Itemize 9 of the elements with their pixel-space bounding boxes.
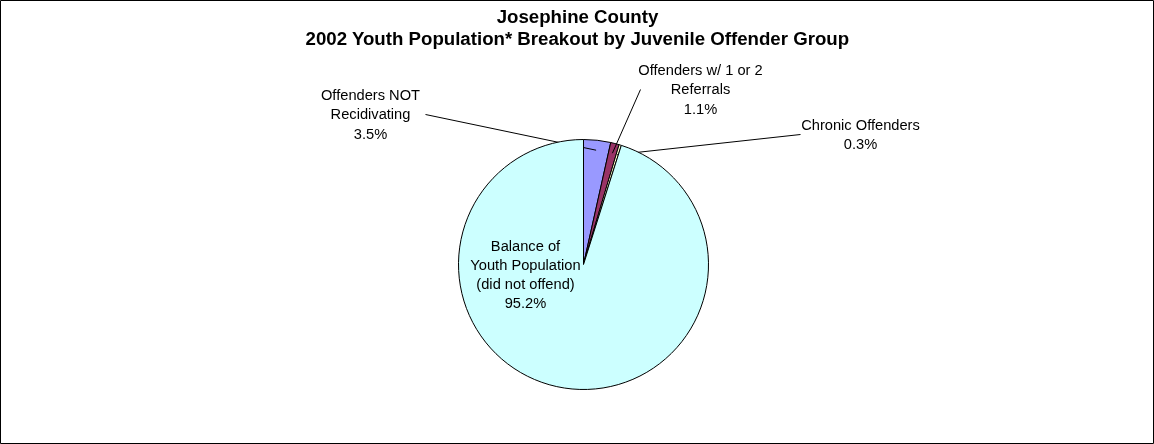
data-label: 0.3% [843, 136, 878, 153]
data-label: 95.2% [504, 295, 547, 312]
data-label: 1.1% [683, 100, 718, 117]
chart-title: Josephine County 2002 Youth Population* Breakout by Juvenile Offender Group [305, 6, 850, 49]
data-label: 3.5% [353, 125, 388, 142]
slice-label: Balance of Youth Population (did not offend) [470, 237, 581, 293]
slice-label: Offenders w/ 1 or 2 Referrals [638, 62, 763, 98]
slice-label: Chronic Offenders [801, 116, 920, 133]
slice-label: Offenders NOT Recidivating [320, 87, 421, 123]
